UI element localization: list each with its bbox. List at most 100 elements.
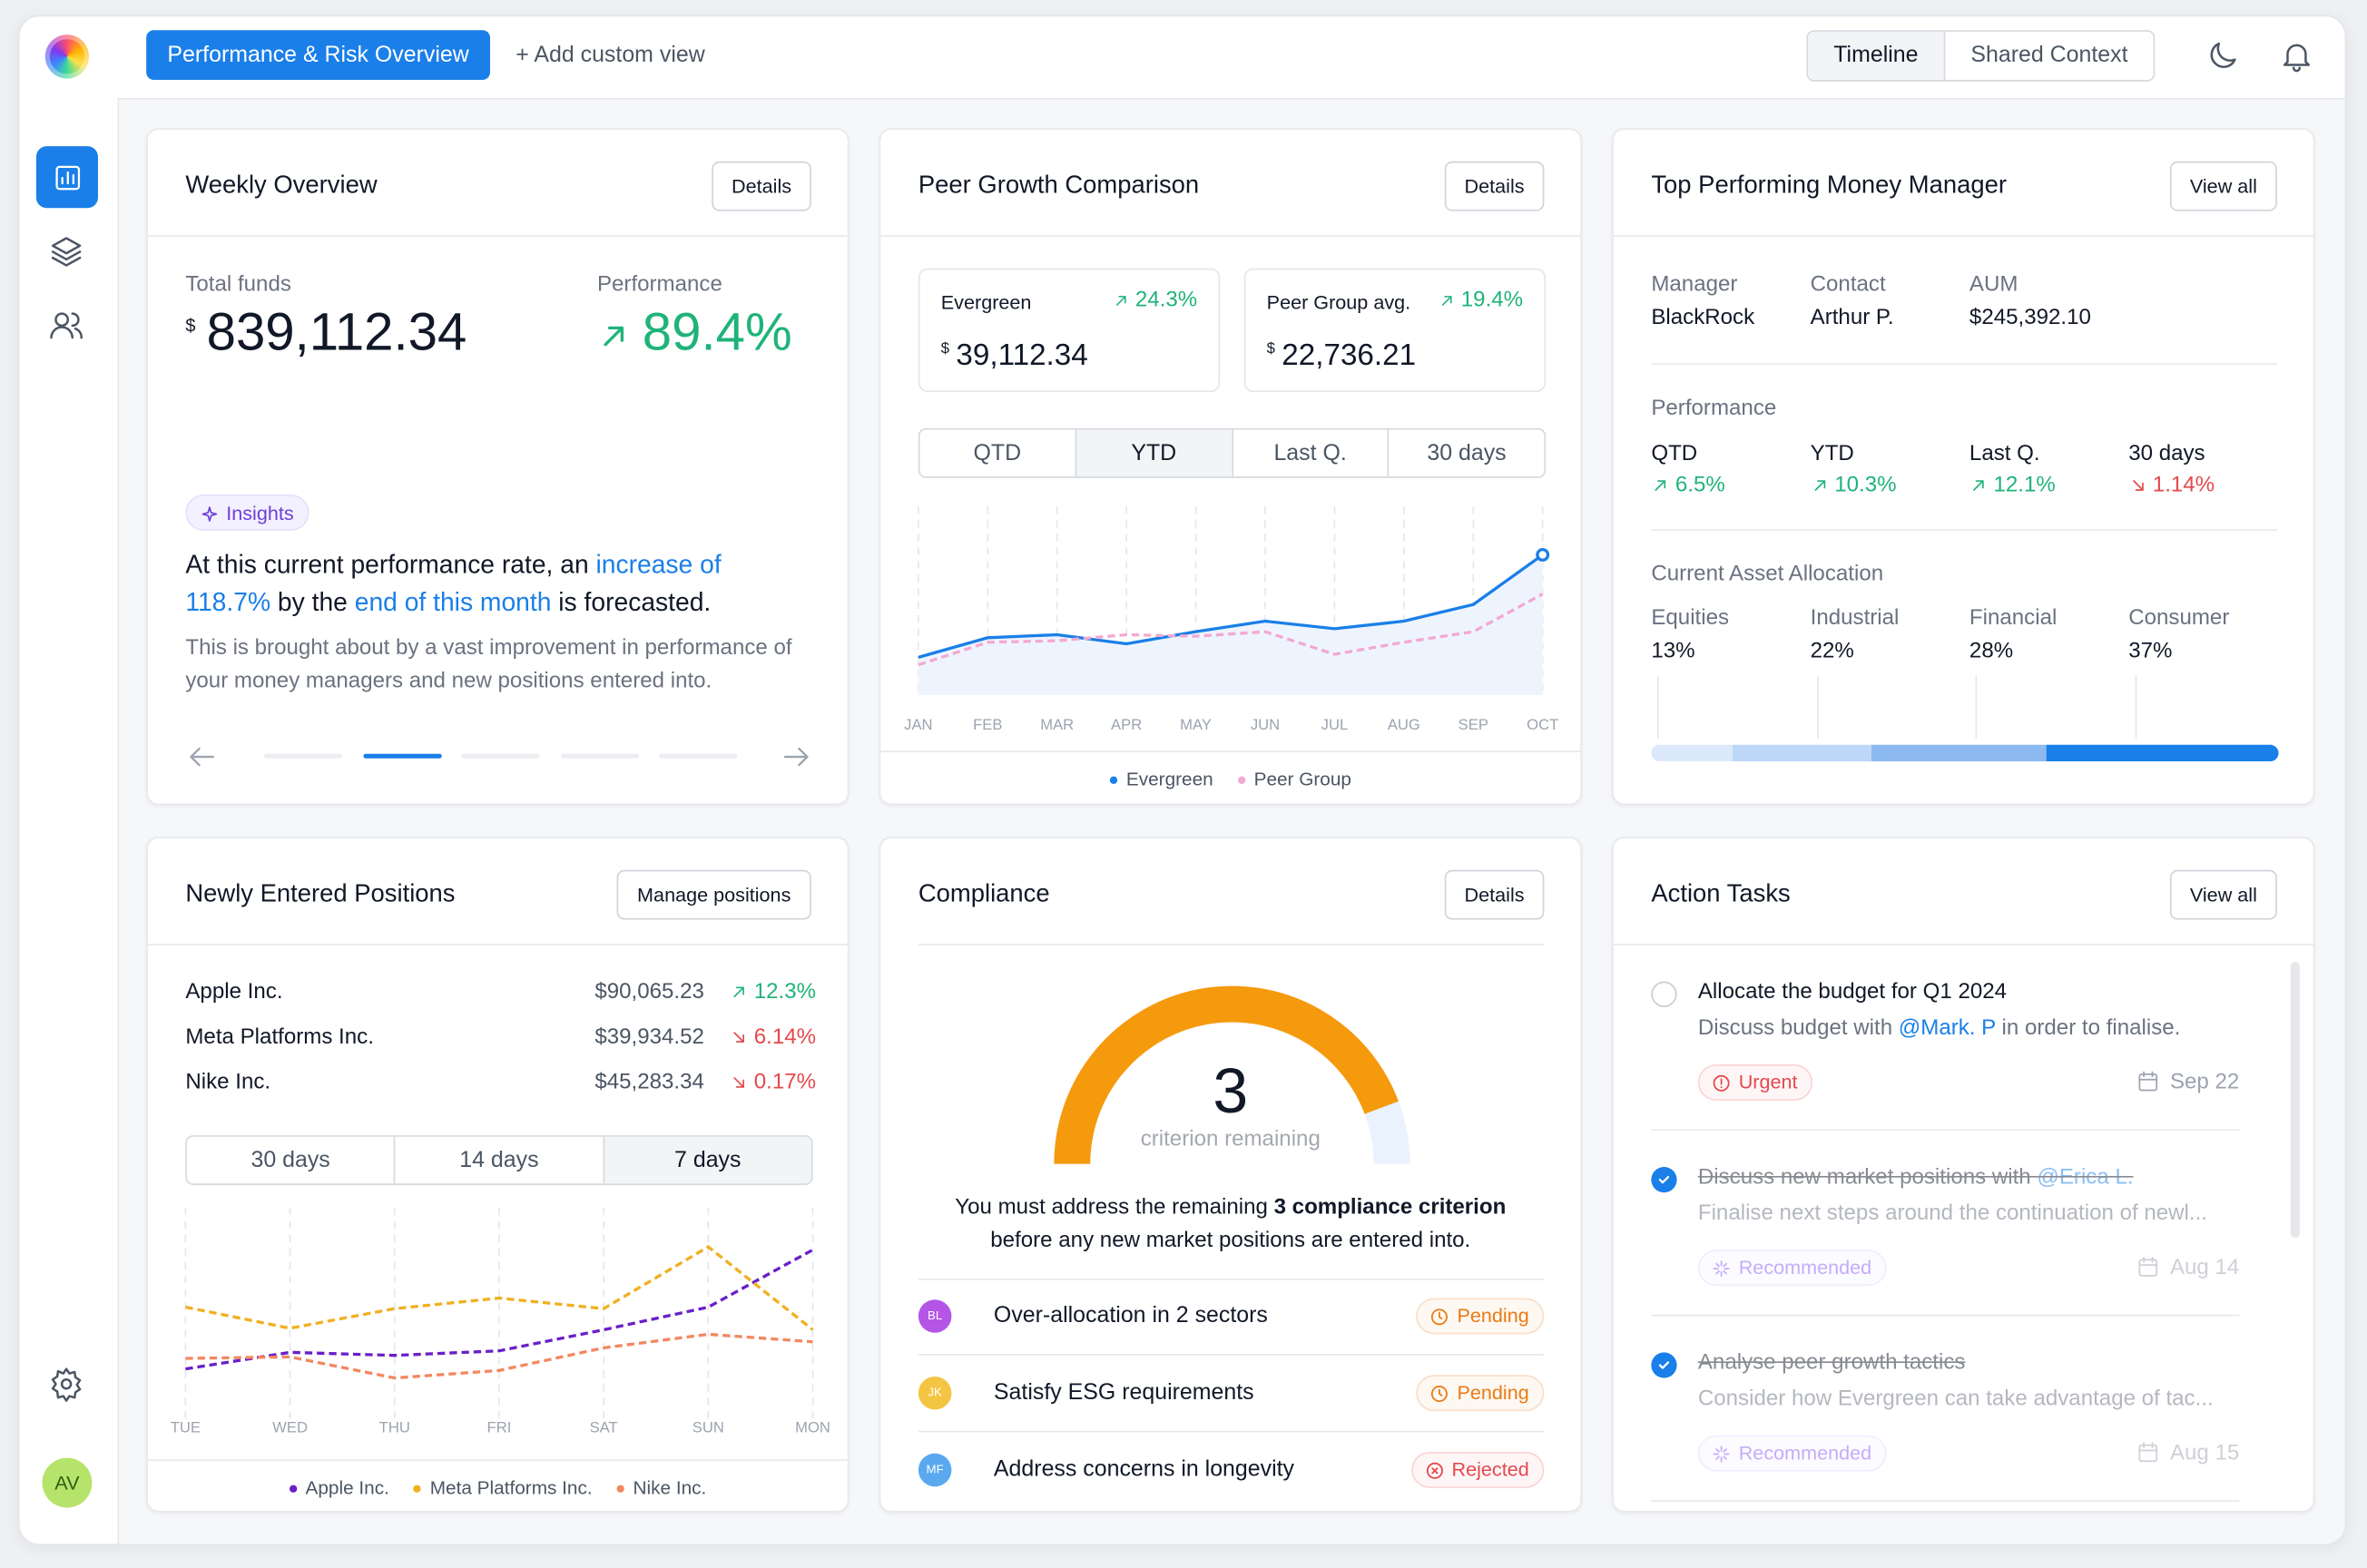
period-option[interactable]: YTD <box>1075 429 1232 477</box>
user-avatar[interactable]: AV <box>42 1457 93 1508</box>
allocation-label: Consumer <box>2128 605 2230 631</box>
next-button[interactable] <box>780 740 813 774</box>
task-date: Sep 22 <box>2136 1069 2239 1094</box>
status-text: Pending <box>1457 1380 1529 1404</box>
badge-text: Insights <box>226 501 294 524</box>
period-option[interactable]: QTD <box>973 440 1022 466</box>
icon-shape <box>1439 1312 1443 1320</box>
trend-icon <box>730 980 748 1004</box>
x-tick-label: MAR <box>1040 716 1074 733</box>
icon-shape <box>1713 1446 1730 1463</box>
pager-dot[interactable] <box>659 753 738 759</box>
icon-shape <box>783 747 809 767</box>
x-tick-label: TUE <box>171 1418 201 1436</box>
toggle-option[interactable]: Shared Context <box>1943 31 2154 81</box>
divider <box>147 235 848 237</box>
change-value: 6.14% <box>753 1024 817 1050</box>
stat-value: 22,736.21 <box>1282 338 1417 373</box>
change: 19.4% <box>1439 288 1523 312</box>
icon-shape <box>60 170 74 184</box>
performance-value: 89.4% <box>642 302 792 362</box>
card: Newly Entered Positions Manage positions A… <box>146 837 850 1513</box>
change: 24.3% <box>1113 288 1197 312</box>
status-icon <box>1430 1377 1450 1410</box>
nav-layers[interactable] <box>48 234 84 270</box>
nav-settings[interactable] <box>48 1366 84 1402</box>
notifications-button[interactable] <box>2279 38 2315 74</box>
legend-label: Evergreen <box>1125 769 1213 790</box>
prev-button[interactable] <box>185 740 219 774</box>
tag-icon <box>1712 1436 1732 1470</box>
add-view-button[interactable]: + Add custom view <box>516 42 705 68</box>
task-checkbox[interactable] <box>1651 1167 1677 1193</box>
position-amount: $45,283.34 <box>594 1070 704 1095</box>
x-tick-label: AUG <box>1388 716 1420 733</box>
stat-name: Evergreen <box>940 290 1032 314</box>
pager-dot[interactable] <box>560 753 639 759</box>
calendar-icon <box>2136 1069 2161 1094</box>
card-button[interactable]: Details <box>1444 161 1545 211</box>
stat-card: Peer Group avg. 19.4% $22,736.21 <box>1243 268 1547 392</box>
status-pill: Pending <box>1416 1298 1545 1335</box>
label: Performance <box>596 272 722 298</box>
performance: 89.4% <box>597 303 792 363</box>
toggle-option[interactable]: Timeline <box>1808 31 1944 81</box>
icon-shape <box>1426 1462 1443 1479</box>
legend-label: Peer Group <box>1253 769 1351 790</box>
card-button[interactable]: View all <box>2169 869 2277 920</box>
period-option[interactable]: 7 days <box>603 1136 811 1184</box>
title-segment: Analyse peer growth tactics <box>1697 1350 1966 1376</box>
insight-segment: is forecasted. <box>551 587 712 617</box>
theme-button[interactable] <box>2205 38 2241 74</box>
period-option[interactable]: 30 days <box>250 1147 330 1173</box>
allocation-label: Equities <box>1651 605 1730 631</box>
period-selector: 30 days 14 days 7 days <box>185 1135 813 1185</box>
icon-shape <box>1431 1308 1449 1326</box>
message-highlight: 3 compliance criterion <box>1273 1195 1507 1220</box>
change: 0.17% <box>730 1070 817 1095</box>
allocation-tick <box>1656 675 1659 740</box>
icon-shape <box>1973 480 1984 492</box>
icon-shape <box>50 312 83 339</box>
card-button[interactable]: Details <box>1444 869 1545 920</box>
divider <box>918 1430 1545 1433</box>
card-button[interactable]: Manage positions <box>616 869 811 920</box>
x-tick-label: OCT <box>1527 716 1558 733</box>
task-checkbox[interactable] <box>1651 981 1677 1007</box>
legend-label: Apple Inc. <box>305 1477 389 1499</box>
nav-dashboard[interactable] <box>35 146 98 209</box>
card: Peer Growth Comparison Details Evergreen 24… <box>879 128 1582 806</box>
legend: Evergreen Peer Group <box>880 769 1580 790</box>
nav-people[interactable] <box>48 308 84 344</box>
view-tab[interactable]: Performance & Risk Overview <box>146 30 490 81</box>
change-value: 24.3% <box>1134 288 1198 312</box>
status-pill: Pending <box>1416 1375 1545 1412</box>
icon-shape <box>1658 1361 1670 1369</box>
change-value: 0.17% <box>753 1070 817 1095</box>
period-option[interactable]: 14 days <box>394 1136 603 1184</box>
card-button[interactable]: Details <box>712 161 811 211</box>
card-button[interactable]: View all <box>2169 161 2277 211</box>
compliance-item: Over-allocation in 2 sectors <box>993 1302 1268 1328</box>
period-option[interactable]: Last Q. <box>1231 429 1388 477</box>
x-tick-label: JUN <box>1251 716 1280 733</box>
period-label: 30 days <box>2128 441 2205 466</box>
criteria-label: criterion remaining <box>1140 1127 1321 1152</box>
position-name: Meta Platforms Inc. <box>185 1024 374 1050</box>
status-pill: Rejected <box>1410 1452 1545 1488</box>
icon-shape <box>2138 1442 2158 1463</box>
task-checkbox[interactable] <box>1651 1352 1677 1378</box>
task-tag: Recommended <box>1697 1435 1887 1472</box>
period-option[interactable]: 30 days <box>1387 429 1544 477</box>
pager-dot[interactable] <box>263 753 343 759</box>
legend-item: Evergreen <box>1109 769 1213 790</box>
x-tick-label: SUN <box>692 1418 724 1436</box>
pager-dot[interactable] <box>461 753 540 759</box>
stat-value: 39,112.34 <box>956 338 1088 373</box>
series-line <box>918 554 1544 660</box>
divider <box>1651 1314 2240 1317</box>
pager-dot[interactable] <box>362 753 441 759</box>
currency: $ <box>185 315 196 337</box>
icon-shape <box>733 1032 744 1044</box>
change: 6.14% <box>730 1024 817 1050</box>
